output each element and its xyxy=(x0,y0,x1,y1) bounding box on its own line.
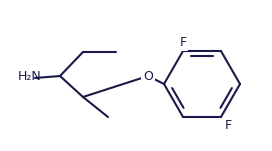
Text: F: F xyxy=(180,36,187,49)
Text: H₂N: H₂N xyxy=(18,71,42,84)
Text: F: F xyxy=(225,119,232,132)
Text: O: O xyxy=(143,69,153,82)
Text: O: O xyxy=(143,69,153,82)
Text: F: F xyxy=(225,119,232,132)
Text: F: F xyxy=(180,36,187,49)
